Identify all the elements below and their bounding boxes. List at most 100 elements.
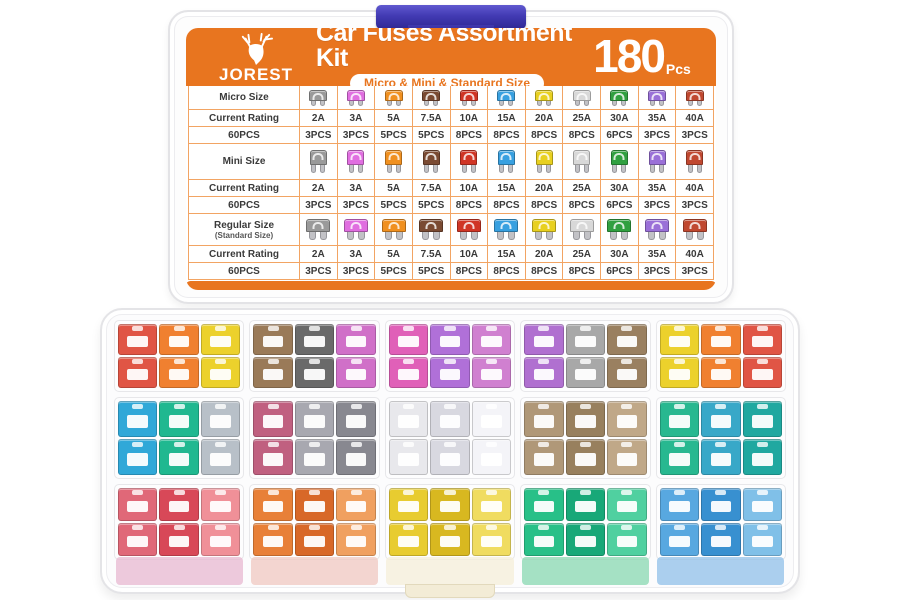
fuse-icon-cell [525, 214, 564, 246]
rating-cell: 20A [525, 246, 564, 263]
fuse-legs [574, 164, 589, 173]
compartment-micro [655, 320, 786, 392]
fuse-icon [535, 150, 553, 173]
rating-cell: 10A [450, 180, 489, 197]
fuse-icon-cell [488, 86, 526, 110]
pcs-cell: 8PCS [450, 197, 489, 214]
fuse-legs [648, 231, 667, 240]
blade-fuse [118, 439, 158, 475]
product-title: Car Fuses Assortment Kit [316, 28, 572, 73]
fuse-icon [573, 150, 591, 173]
compartment-standard [249, 484, 380, 560]
pcs-cell: 8PCS [563, 127, 602, 144]
fuse-legs [346, 231, 365, 240]
fuse-body [569, 219, 594, 232]
fuse-body [494, 219, 519, 232]
blade-fuse [118, 523, 158, 556]
fuse-icon [535, 89, 554, 106]
rating-cell: 5A [375, 110, 413, 127]
fuse-icon [497, 150, 515, 173]
rating-cell: 40A [676, 246, 714, 263]
blade-fuse [565, 488, 606, 521]
fuse-icon [456, 219, 481, 240]
pcs-cell: 8PCS [450, 263, 489, 280]
size-name: Mini Size [222, 156, 266, 167]
fuse-body [573, 150, 591, 165]
fuse-icon [610, 150, 628, 173]
blade-fuse [159, 439, 199, 475]
case-lid: JOREST Car Fuses Assortment Kit Micro & … [168, 5, 734, 304]
blade-fuse [159, 357, 199, 388]
size-label-cell: Mini Size [188, 144, 300, 180]
fuse-icon-cell [676, 86, 714, 110]
blade-fuse [253, 439, 293, 475]
blade-fuse [607, 357, 647, 388]
fuse-leg [659, 231, 667, 240]
pcs-cell: 8PCS [488, 197, 526, 214]
fuse-leg [650, 99, 656, 106]
blade-fuse [430, 488, 470, 521]
fuse-icon [346, 89, 365, 106]
fuse-body [648, 89, 667, 101]
pcs-cell: 8PCS [525, 127, 564, 144]
fuse-legs [384, 231, 403, 240]
blade-fuse [742, 439, 782, 475]
fuse-leg [461, 164, 467, 173]
fuse-leg [320, 231, 328, 240]
fuse-leg [696, 231, 704, 240]
blade-fuse [659, 523, 700, 556]
blade-fuse [471, 324, 512, 355]
blade-fuse [388, 357, 429, 388]
pcs-cell: 5PCS [412, 197, 451, 214]
piece-count-unit: Pcs [665, 60, 691, 77]
rating-cell: 5A [375, 180, 413, 197]
fuse-icon-cell [337, 214, 376, 246]
rating-cell: 40A [676, 180, 714, 197]
blade-fuse [159, 488, 199, 521]
rating-cell: 7.5A [412, 110, 451, 127]
piece-count: 180 Pcs [578, 30, 706, 83]
blade-fuse [659, 357, 700, 388]
fuse-leg [433, 99, 439, 106]
fuse-icon [385, 150, 403, 173]
fuse-icon-cell [563, 144, 602, 180]
fuse-legs [386, 164, 401, 173]
compartment-micro [114, 320, 245, 392]
pcs-cell: 8PCS [488, 127, 526, 144]
fuse-legs [612, 164, 627, 173]
blade-fuse [742, 401, 782, 437]
blade-fuse [659, 324, 700, 355]
fuse-leg [583, 164, 589, 173]
blade-fuse [430, 324, 470, 355]
blade-fuse [471, 523, 512, 556]
fuse-leg [395, 99, 401, 106]
blade-fuse [524, 523, 564, 556]
pcs-cell: 3PCS [337, 197, 376, 214]
fuse-legs [610, 231, 629, 240]
fuse-body [460, 150, 478, 165]
fuse-icon-cell [375, 86, 413, 110]
blade-fuse [336, 523, 376, 556]
fuse-body [685, 89, 704, 101]
blade-fuse [200, 401, 241, 437]
blade-fuse [430, 523, 470, 556]
label-header: JOREST Car Fuses Assortment Kit Micro & … [186, 28, 716, 93]
blade-fuse [659, 439, 700, 475]
fuse-icon-cell [375, 144, 413, 180]
rating-cell: 35A [638, 110, 677, 127]
fuse-icon-cell [337, 86, 376, 110]
rating-cell: 20A [525, 110, 564, 127]
fuse-body [610, 89, 629, 101]
case-clasp-tab [405, 584, 495, 598]
fuse-legs [537, 99, 552, 106]
pcs-cell: 3PCS [300, 197, 338, 214]
pcs-cell: 8PCS [563, 263, 602, 280]
pcs-cell: 3PCS [676, 127, 714, 144]
blade-fuse [607, 324, 647, 355]
fuse-leg [621, 231, 629, 240]
blade-fuse [388, 523, 429, 556]
compartment-micro [384, 320, 516, 392]
pcs-cell: 3PCS [676, 263, 714, 280]
piece-count-number: 180 [593, 30, 666, 83]
fuse-leg [610, 231, 618, 240]
